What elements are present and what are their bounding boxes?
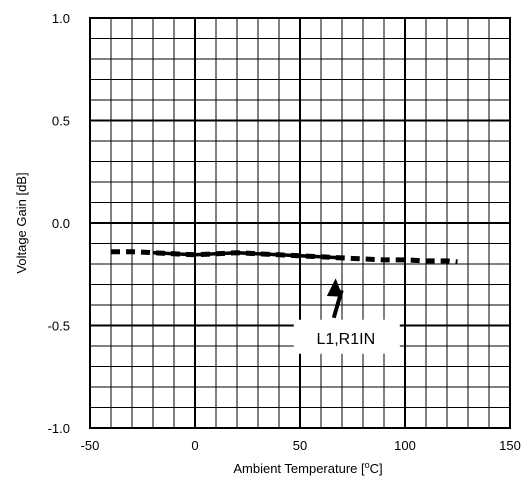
series-layer — [111, 249, 458, 265]
y-tick-label: -0.5 — [48, 319, 70, 334]
series-line-solid — [152, 250, 343, 260]
y-tick-labels: -1.0 -0.5 0.0 0.5 1.0 — [48, 11, 70, 436]
x-tick-label: 100 — [394, 438, 416, 453]
x-tick-label: 50 — [293, 438, 307, 453]
x-tick-labels: -50 0 50 100 150 — [81, 438, 521, 453]
x-axis-title: Ambient Temperature [oC] — [233, 460, 382, 476]
y-tick-label: 0.5 — [52, 114, 70, 129]
x-tick-label: -50 — [81, 438, 100, 453]
plot-area-frame — [89, 17, 511, 429]
x-tick-label: 0 — [191, 438, 198, 453]
annotation-box — [293, 319, 400, 354]
annotation-layer: L1,R1IN — [293, 278, 400, 354]
y-tick-label: -1.0 — [48, 421, 70, 436]
y-tick-label: 1.0 — [52, 11, 70, 26]
y-axis-title: Voltage Gain [dB] — [14, 172, 29, 273]
y-tick-label: 0.0 — [52, 216, 70, 231]
x-tick-label: 150 — [499, 438, 521, 453]
annotation-arrow-head — [326, 278, 343, 297]
annotation-label: L1,R1IN — [316, 331, 375, 348]
